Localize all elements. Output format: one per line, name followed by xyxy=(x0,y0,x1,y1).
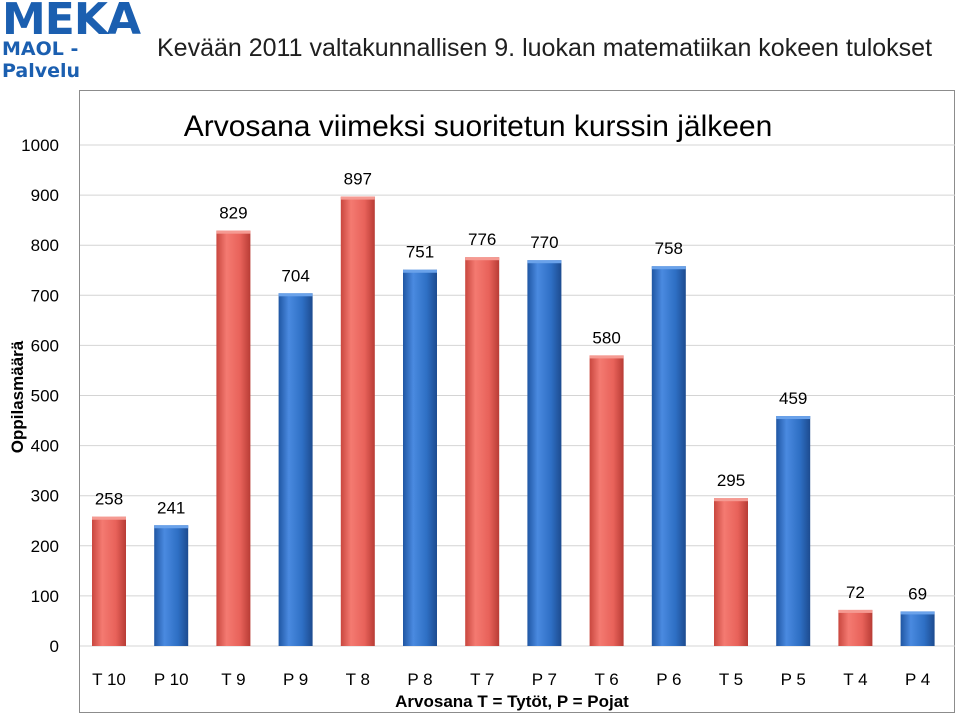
data-label: 459 xyxy=(779,389,807,408)
x-tick-label: T 5 xyxy=(719,670,743,689)
gridlines xyxy=(80,144,955,647)
bar xyxy=(900,611,935,646)
bar xyxy=(154,525,189,646)
bar-top xyxy=(527,260,562,264)
x-tick-label: P 5 xyxy=(781,670,806,689)
bar xyxy=(776,416,811,646)
bar xyxy=(838,609,873,646)
x-tick-label: T 9 xyxy=(221,670,245,689)
data-label: 758 xyxy=(655,239,683,258)
x-tick-label: P 4 xyxy=(905,670,930,689)
bar-top xyxy=(216,230,251,234)
x-axis-ticks: T 10 P 10 T 9 P 9 T 8 P 8 T 7 P 7 T 6 P 6 T 5 P 5 T … xyxy=(92,670,930,689)
data-labels: 258 241 829 704 897 751 776 770 580 758 295 459 72 69 xyxy=(95,170,927,604)
chart-title: Arvosana viimeksi suoritetun kurssin jäl… xyxy=(184,110,773,143)
x-tick-label: P 9 xyxy=(283,670,308,689)
bar-top xyxy=(154,525,189,529)
bar-top xyxy=(838,609,873,613)
data-label: 751 xyxy=(406,243,434,262)
bar-top xyxy=(465,257,500,261)
bar xyxy=(403,269,437,646)
bar xyxy=(92,516,126,646)
bar-top xyxy=(92,516,126,520)
page-title: Kevään 2011 valtakunnallisen 9. luokan m… xyxy=(157,34,933,62)
y-tick-label: 900 xyxy=(31,186,59,205)
x-tick-label: P 7 xyxy=(532,670,557,689)
y-axis-ticks: 0 100 200 300 400 500 600 700 800 900 1000 xyxy=(21,136,59,656)
data-label: 776 xyxy=(468,230,496,249)
data-label: 295 xyxy=(717,471,745,490)
data-label: 72 xyxy=(846,583,865,602)
bar xyxy=(278,293,313,646)
y-tick-label: 400 xyxy=(31,437,59,456)
y-tick-label: 200 xyxy=(31,537,59,556)
bar xyxy=(527,260,562,646)
y-axis-title: Oppilasmäärä xyxy=(8,340,27,453)
x-tick-label: T 7 xyxy=(470,670,494,689)
x-tick-label: P 8 xyxy=(407,670,432,689)
y-tick-label: 300 xyxy=(31,487,59,506)
data-label: 580 xyxy=(592,328,620,347)
meka-logo: MEKA MAOL - Palvelu xyxy=(0,0,150,82)
bar-top xyxy=(651,266,686,270)
bar xyxy=(465,257,500,646)
bar xyxy=(589,355,624,646)
chart-frame xyxy=(79,90,955,713)
bar xyxy=(651,266,686,646)
x-axis-title: Arvosana T = Tytöt, P = Pojat xyxy=(395,692,629,711)
y-tick-label: 500 xyxy=(31,387,59,406)
bar-top xyxy=(589,355,624,359)
data-label: 829 xyxy=(219,204,247,223)
x-tick-label: T 10 xyxy=(92,670,126,689)
data-label: 704 xyxy=(281,266,309,285)
x-tick-label: T 8 xyxy=(346,670,370,689)
bar-top xyxy=(340,196,375,200)
bar-top xyxy=(403,269,437,273)
y-tick-label: 700 xyxy=(31,286,59,305)
logo-main-text: MEKA xyxy=(2,0,141,45)
data-label: 69 xyxy=(908,584,927,603)
data-label: 258 xyxy=(95,490,123,509)
data-label: 897 xyxy=(344,170,372,189)
bar xyxy=(216,230,251,646)
x-tick-label: T 4 xyxy=(843,670,867,689)
y-tick-label: 0 xyxy=(50,637,59,656)
bar-top xyxy=(900,611,935,615)
x-tick-label: P 10 xyxy=(154,670,189,689)
data-label: 241 xyxy=(157,498,185,517)
x-tick-label: P 6 xyxy=(656,670,681,689)
bar-top xyxy=(278,293,313,297)
bar xyxy=(714,498,748,646)
logo-sub-text: MAOL - Palvelu xyxy=(2,38,81,82)
y-tick-label: 100 xyxy=(31,587,59,606)
y-tick-label: 600 xyxy=(31,336,59,355)
y-tick-label: 1000 xyxy=(21,136,59,155)
data-label: 770 xyxy=(530,233,558,252)
y-tick-label: 800 xyxy=(31,236,59,255)
x-tick-label: T 6 xyxy=(594,670,618,689)
bars xyxy=(92,196,935,646)
bar xyxy=(340,196,375,646)
bar-top xyxy=(714,498,748,502)
bar-top xyxy=(776,416,811,420)
